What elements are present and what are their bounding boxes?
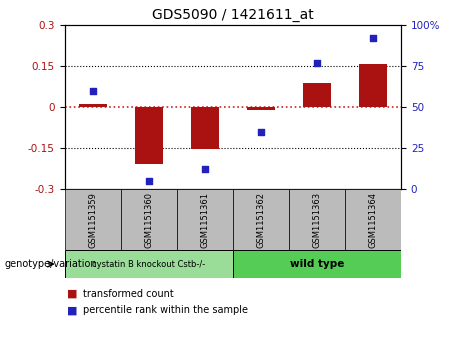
Bar — [135, 107, 163, 164]
Text: GSM1151361: GSM1151361 — [200, 192, 209, 248]
Bar — [247, 107, 275, 110]
Point — [257, 129, 265, 135]
Text: GSM1151364: GSM1151364 — [368, 192, 378, 248]
Bar — [65, 189, 121, 250]
Point — [313, 60, 321, 66]
Point — [145, 178, 152, 184]
Bar — [78, 104, 106, 107]
Point — [89, 88, 96, 94]
Text: transformed count: transformed count — [83, 289, 174, 299]
Bar — [177, 189, 233, 250]
Text: ■: ■ — [67, 289, 77, 299]
Point — [201, 166, 208, 172]
Text: cystatin B knockout Cstb-/-: cystatin B knockout Cstb-/- — [92, 260, 205, 269]
Text: GSM1151359: GSM1151359 — [88, 192, 97, 248]
Text: GSM1151360: GSM1151360 — [144, 192, 153, 248]
Text: GSM1151362: GSM1151362 — [256, 192, 266, 248]
Text: percentile rank within the sample: percentile rank within the sample — [83, 305, 248, 315]
Bar — [289, 189, 345, 250]
Bar — [233, 250, 401, 278]
Title: GDS5090 / 1421611_at: GDS5090 / 1421611_at — [152, 8, 313, 22]
Bar — [65, 250, 233, 278]
Text: ■: ■ — [67, 305, 77, 315]
Bar — [233, 189, 289, 250]
Bar — [191, 107, 219, 149]
Text: genotype/variation: genotype/variation — [5, 259, 97, 269]
Point — [369, 36, 377, 41]
Text: wild type: wild type — [290, 259, 344, 269]
Text: GSM1151363: GSM1151363 — [313, 192, 321, 248]
Bar — [121, 189, 177, 250]
Bar — [345, 189, 401, 250]
Bar — [303, 82, 331, 107]
Bar — [359, 64, 387, 107]
